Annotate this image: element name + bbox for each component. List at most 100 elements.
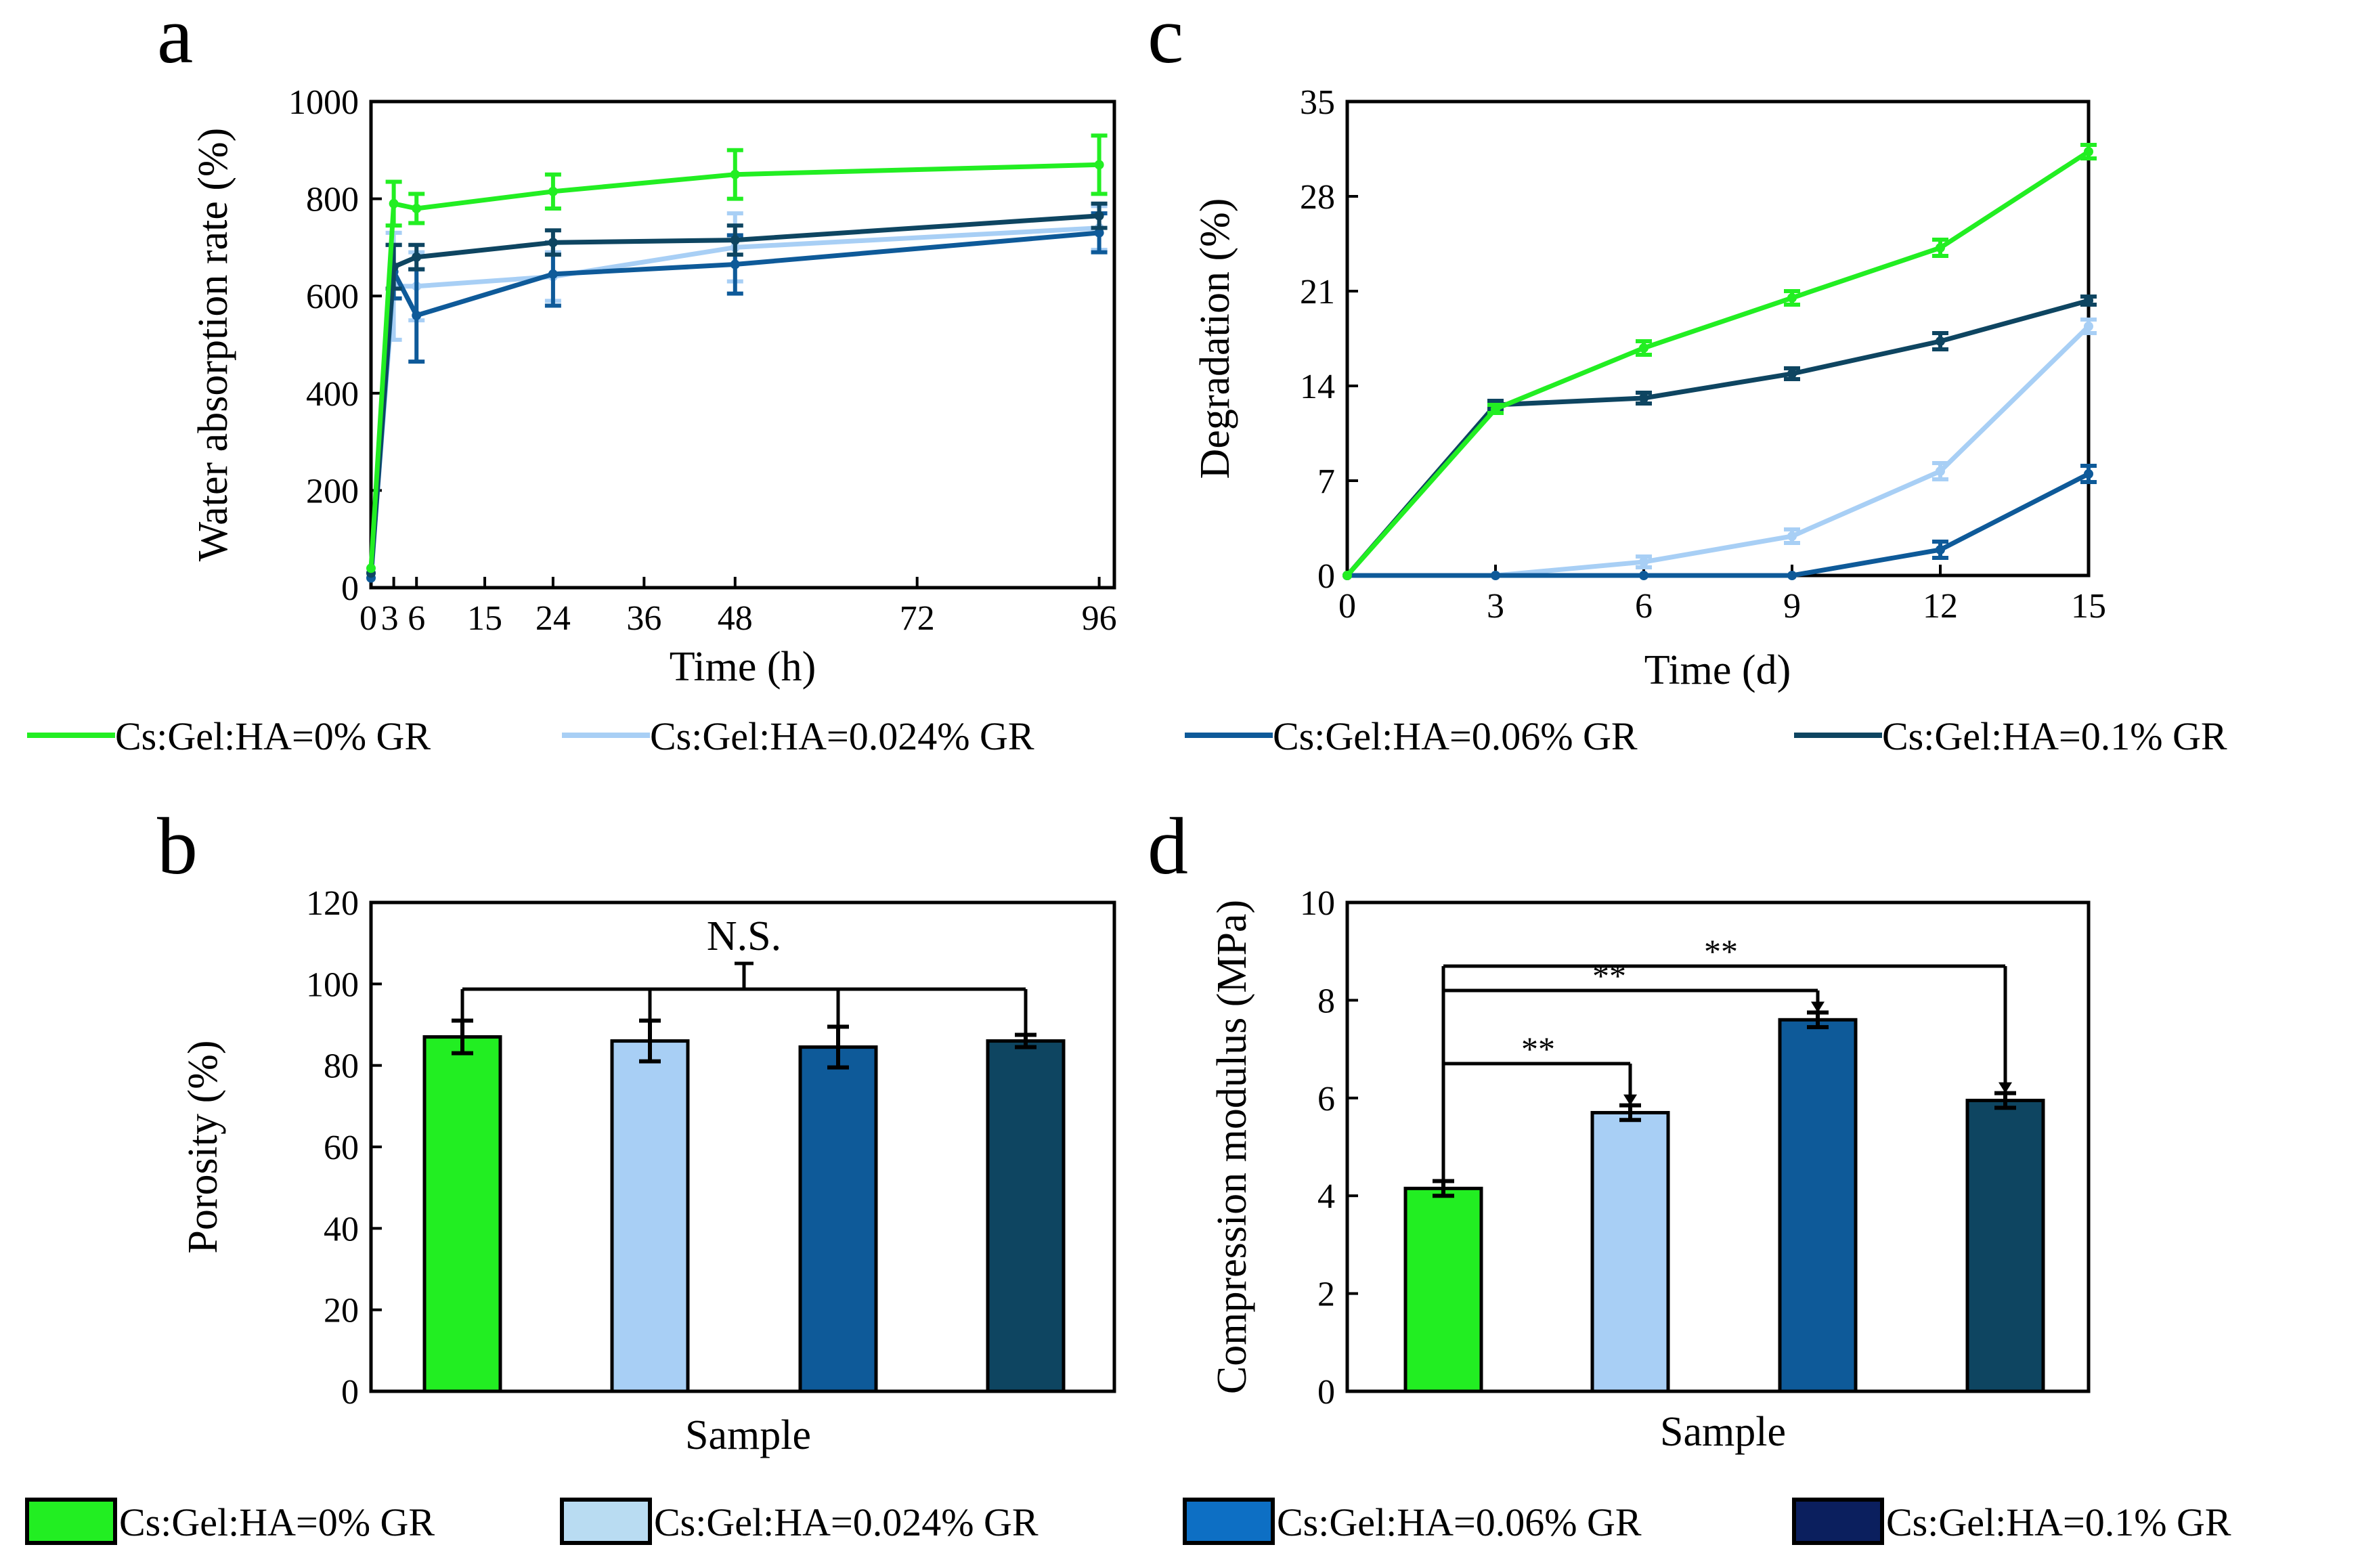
panel-label-b: b	[157, 801, 198, 891]
data-point	[1491, 404, 1500, 414]
y-tick-label: 14	[1300, 368, 1335, 406]
y-tick-label: 0	[1317, 1373, 1335, 1412]
bar-1	[1590, 1110, 1670, 1393]
x-axis-label: Time (d)	[1644, 647, 1791, 693]
data-point	[730, 259, 740, 269]
y-tick-label: 20	[324, 1292, 359, 1330]
y-tick-label: 600	[306, 278, 359, 316]
x-axis-label: Sample	[685, 1412, 811, 1458]
y-tick-label: 0	[341, 1373, 359, 1412]
legend-line-label: Cs:Gel:HA=0.024% GR	[650, 714, 1034, 758]
data-point	[1094, 227, 1104, 238]
y-tick-label: 0	[341, 569, 359, 608]
y-axis-label: Porosity (%)	[180, 1040, 226, 1253]
degradation-chart: 0 7 14 21 28 35 0 3 6 9 12 15 Time (d) Degradation …	[1192, 83, 2106, 693]
x-tick-label: 15	[467, 599, 502, 638]
data-point	[1639, 557, 1649, 567]
x-tick-label: 6	[408, 599, 425, 638]
series-line-0	[1345, 150, 2090, 578]
series-line-2	[1347, 471, 2090, 578]
data-point	[1094, 160, 1104, 170]
compression-modulus-chart: 0 2 4 6 8 10 ** ** ** Sample Compression modulus…	[1209, 884, 2091, 1455]
legend-bar-swatch	[1792, 1498, 1884, 1545]
y-axis-label: Water absorption rate (%)	[190, 128, 236, 562]
bar-1	[610, 1039, 690, 1393]
data-point	[412, 252, 422, 262]
x-tick-label: 0	[359, 599, 377, 638]
data-point	[2084, 147, 2093, 156]
y-tick-label: 200	[306, 472, 359, 510]
y-tick-label: 120	[306, 884, 359, 923]
data-point	[1936, 466, 1945, 476]
sig-label: **	[1704, 932, 1738, 970]
sig-arrowhead	[1811, 1001, 1825, 1013]
data-point	[366, 563, 376, 573]
legend-bar-swatch	[25, 1498, 117, 1545]
data-point	[548, 269, 558, 279]
panel-label-a: a	[157, 0, 193, 80]
x-tick-label: 3	[1487, 587, 1504, 626]
x-tick-label: 6	[1635, 587, 1653, 626]
legend-line-label: Cs:Gel:HA=0% GR	[115, 714, 431, 758]
data-point	[1491, 571, 1500, 580]
data-point	[1639, 343, 1649, 353]
bar-3	[1965, 1098, 2045, 1393]
y-tick-label: 40	[324, 1210, 359, 1248]
ns-annotation: N.S.	[707, 913, 781, 959]
data-point	[548, 238, 558, 248]
y-tick-label: 35	[1300, 83, 1335, 122]
y-axis-label: Degradation (%)	[1192, 198, 1238, 479]
sig-label: **	[1521, 1030, 1555, 1068]
x-tick-label: 72	[900, 599, 935, 638]
y-tick-label: 10	[1300, 884, 1335, 923]
y-tick-label: 6	[1317, 1080, 1335, 1118]
plot-frame	[369, 100, 1116, 590]
y-tick-label: 0	[1317, 557, 1335, 596]
data-point	[2084, 296, 2093, 305]
sig-arrowhead	[1623, 1094, 1637, 1106]
y-tick-label: 4	[1317, 1177, 1335, 1216]
x-tick-label: 0	[1338, 587, 1356, 626]
data-point	[1342, 571, 1352, 580]
x-tick-label: 48	[718, 599, 753, 638]
legend-bar-label: Cs:Gel:HA=0% GR	[119, 1500, 435, 1544]
legend-bar-label: Cs:Gel:HA=0.06% GR	[1277, 1500, 1642, 1544]
y-tick-label: 7	[1317, 462, 1335, 501]
data-point	[1936, 336, 1945, 346]
x-tick-label: 9	[1783, 587, 1801, 626]
legend-line-label: Cs:Gel:HA=0.06% GR	[1273, 714, 1638, 758]
data-point	[730, 169, 740, 179]
sig-label: **	[1592, 957, 1626, 995]
series-line-3	[368, 213, 1099, 573]
bar-3	[986, 1039, 1066, 1393]
x-tick-label: 12	[1923, 587, 1958, 626]
panel-label-d: d	[1148, 801, 1188, 891]
data-point	[1787, 531, 1797, 541]
bar-2	[1778, 1018, 1858, 1393]
legend-bar-swatch	[1183, 1498, 1275, 1545]
data-point	[730, 235, 740, 245]
data-point	[548, 186, 558, 196]
panel-label-c: c	[1148, 0, 1183, 80]
data-point	[412, 203, 422, 213]
bar-legend: Cs:Gel:HA=0% GR Cs:Gel:HA=0.024% GR Cs:Gel…	[25, 1498, 2231, 1545]
y-tick-label: 80	[324, 1047, 359, 1086]
data-point	[1639, 393, 1649, 403]
y-tick-label: 800	[306, 181, 359, 219]
y-tick-label: 400	[306, 375, 359, 414]
plot-frame	[1345, 100, 2091, 578]
data-point	[1094, 211, 1104, 221]
data-point	[389, 198, 399, 209]
porosity-chart: 0 20 40 60 80 100 120 N.S. Sample Porosity (%)	[180, 884, 1116, 1458]
x-axis-label: Sample	[1660, 1409, 1786, 1455]
x-axis-label: Time (h)	[670, 644, 816, 690]
y-tick-label: 28	[1300, 178, 1335, 217]
data-point	[2084, 322, 2093, 331]
bar-0	[1403, 1186, 1483, 1393]
line-legend: Cs:Gel:HA=0% GR Cs:Gel:HA=0.024% GR Cs:Gel…	[27, 714, 2227, 758]
y-tick-label: 8	[1317, 982, 1335, 1020]
legend-line-label: Cs:Gel:HA=0.1% GR	[1882, 714, 2227, 758]
bar-2	[798, 1045, 878, 1393]
